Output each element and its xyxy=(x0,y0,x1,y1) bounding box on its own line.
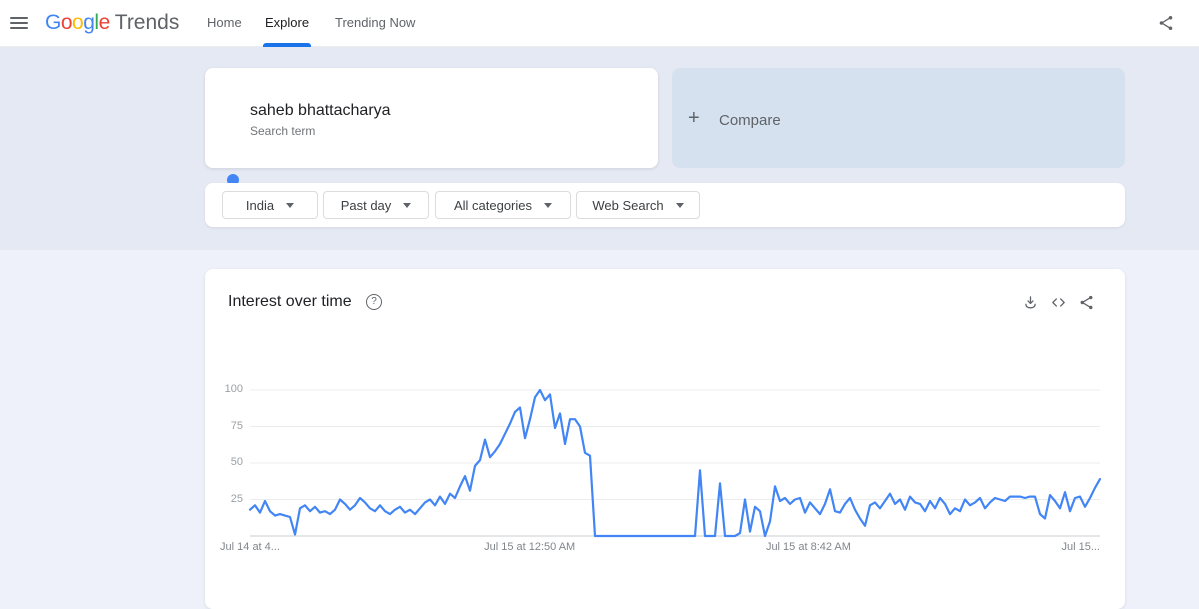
google-trends-logo[interactable]: Google Trends xyxy=(45,11,179,35)
nav-tab-trending-now[interactable]: Trending Now xyxy=(335,15,416,30)
search-term-type-label: Search term xyxy=(250,124,316,138)
y-axis-label: 100 xyxy=(224,383,243,395)
compare-label: Compare xyxy=(719,112,781,129)
chevron-down-icon xyxy=(403,202,412,208)
y-axis-label: 50 xyxy=(230,456,243,468)
x-tick-label: Jul 15 at 12:50 AM xyxy=(484,541,576,553)
chart-action-buttons xyxy=(1022,294,1095,311)
x-tick-label: Jul 15 at 8:42 AM xyxy=(765,541,851,553)
google-logo-wordmark: Google xyxy=(45,11,110,34)
compare-add-card[interactable] xyxy=(672,68,1125,168)
plus-icon: + xyxy=(688,107,700,129)
menu-icon[interactable] xyxy=(8,14,30,32)
filter-region-dropdown[interactable]: India xyxy=(222,191,318,219)
search-term-card[interactable] xyxy=(205,68,658,186)
search-term-text: saheb bhattacharya xyxy=(250,102,391,119)
top-nav: Google Trends Home Explore Trending Now xyxy=(0,0,1199,47)
filter-search-type-dropdown[interactable]: Web Search xyxy=(576,191,700,219)
share-icon[interactable] xyxy=(1078,294,1095,311)
download-icon[interactable] xyxy=(1022,294,1039,311)
filter-time-dropdown[interactable]: Past day xyxy=(323,191,429,219)
x-tick-label: Jul 15... xyxy=(1061,541,1100,553)
trend-line xyxy=(248,388,1102,538)
chevron-down-icon xyxy=(544,202,553,208)
filter-time-value: Past day xyxy=(340,197,392,213)
nav-tab-home[interactable]: Home xyxy=(207,15,242,30)
gridlines xyxy=(250,389,1100,537)
share-icon[interactable] xyxy=(1157,14,1175,32)
trend-chart-plot[interactable] xyxy=(205,269,1125,569)
filter-category-value: All categories xyxy=(453,197,533,213)
nav-tab-explore[interactable]: Explore xyxy=(262,0,312,47)
interest-over-time-card: Interest over time ? 100 75 50 25 xyxy=(205,269,1125,609)
logo-product-name: Trends xyxy=(114,11,180,34)
y-axis-label: 25 xyxy=(230,492,243,505)
filter-search-type-value: Web Search xyxy=(592,197,664,213)
chevron-down-icon xyxy=(675,202,684,208)
chart-title: Interest over time xyxy=(228,293,352,310)
y-axis-label: 75 xyxy=(230,419,243,432)
x-tick-label: Jul 14 at 4... xyxy=(220,541,280,553)
filter-region-value: India xyxy=(245,197,275,213)
chevron-down-icon xyxy=(286,202,295,208)
embed-icon[interactable] xyxy=(1050,294,1067,311)
filter-bar: India Past day All categories Web Search xyxy=(205,183,1125,227)
filter-category-dropdown[interactable]: All categories xyxy=(435,191,571,219)
help-icon[interactable]: ? xyxy=(366,294,382,310)
